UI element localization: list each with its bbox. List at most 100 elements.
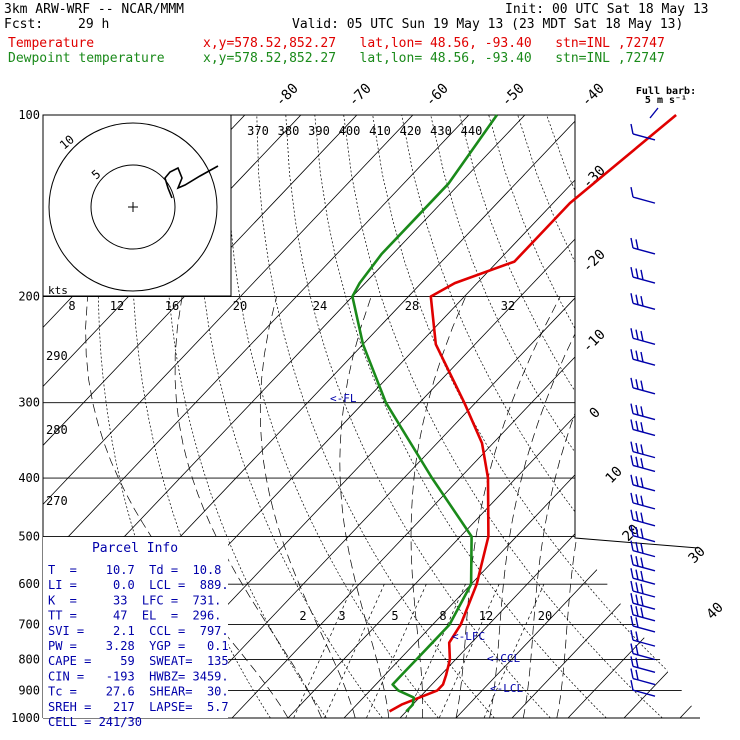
- dewpoint-legend: Dewpoint temperature: [8, 51, 165, 66]
- wind-barb-staff: [632, 590, 656, 598]
- wind-barb-staff: [632, 387, 656, 395]
- dry-adiabat: [227, 115, 439, 718]
- wind-barb: [630, 293, 656, 310]
- parcel-info-row: CIN = -193 HWBZ= 3459.: [48, 669, 229, 683]
- pressure-tick-label: 100: [18, 108, 40, 122]
- wind-barb-flag: [635, 644, 639, 656]
- wind-barb-flag: [640, 422, 644, 433]
- wind-barb-flag: [640, 570, 644, 582]
- wind-barb-flag: [635, 594, 639, 605]
- wind-barb-flag: [640, 528, 644, 539]
- wind-barb-staff: [632, 519, 656, 527]
- wind-barb-flag: [635, 669, 639, 681]
- isotherm-line: [511, 115, 700, 718]
- wind-barb: [630, 492, 656, 510]
- wind-barb-flag: [630, 237, 634, 249]
- moist-adiabat: [339, 296, 390, 718]
- mixing-ratio-label: 2: [299, 609, 306, 623]
- isotherm-line: [43, 115, 470, 718]
- wind-barb: [630, 604, 656, 622]
- barb-legend-value: 5 m s⁻¹: [645, 95, 687, 106]
- dry-adiabat: [691, 115, 700, 718]
- wind-barb-flag: [635, 420, 639, 432]
- wind-barb: [630, 328, 656, 345]
- dry-adiabat: [662, 115, 700, 718]
- wind-barb-staff: [632, 276, 656, 284]
- wind-barb-staff: [632, 428, 656, 437]
- wind-barb-flag: [640, 351, 644, 363]
- pressure-tick-label: 1000: [11, 711, 40, 725]
- theta-label: 440: [461, 124, 483, 138]
- speed-tick-label: 24: [313, 299, 327, 313]
- speed-tick-label: 32: [501, 299, 515, 313]
- wind-barb-staff: [632, 652, 656, 661]
- speed-tick-label: 20: [233, 299, 247, 313]
- parcel-info-row: T = 10.7 Td = 10.8: [48, 563, 221, 577]
- parcel-info-title: Parcel Info: [92, 541, 178, 556]
- wind-barb-flag: [630, 441, 634, 452]
- wind-barb-flag: [630, 643, 634, 654]
- parcel-info-row: SVI = 2.1 CCL = 797.: [48, 624, 229, 638]
- speed-tick-label: 16: [165, 299, 179, 313]
- isotherm-label: -70: [346, 81, 375, 110]
- parcel-info-row: PW = 3.28 YGP = 0.1: [48, 639, 229, 653]
- wind-barb: [630, 403, 656, 421]
- isotherm-line: [455, 115, 700, 718]
- wind-barb-staff: [632, 502, 656, 510]
- pressure-tick-label: 800: [18, 653, 40, 667]
- wind-barb: [630, 615, 656, 633]
- wind-barb-staff: [632, 358, 656, 366]
- wind-barb-flag: [635, 582, 639, 593]
- wind-barb-flag: [640, 512, 644, 523]
- speed-tick-label: 12: [110, 299, 124, 313]
- wind-barb-staff: [632, 549, 656, 558]
- isotherm-label: -30: [580, 163, 609, 192]
- pressure-tick-label: 400: [18, 471, 40, 485]
- isotherm-label: -40: [579, 81, 608, 110]
- wind-barb-flag: [640, 477, 644, 488]
- wind-barb: [630, 568, 656, 585]
- parcel-info-row: Tc = 27.6 SHEAR= 30.: [48, 685, 229, 699]
- mixing-ratio-label: 3: [338, 609, 345, 623]
- parcel-info-row: CAPE = 59 SWEAT= 135: [48, 654, 229, 668]
- barb-legend-staff: [649, 107, 659, 119]
- wind-barb-flag: [630, 474, 634, 485]
- dry-adiabat: [285, 115, 551, 718]
- dry-adiabat: [401, 115, 700, 718]
- theta-label: 400: [339, 124, 361, 138]
- parcel-info-row: K = 33 LFC = 731.: [48, 593, 221, 607]
- temperature-legend: Temperature: [8, 36, 95, 51]
- wind-barb-staff: [632, 665, 656, 674]
- mixing-ratio-line: [483, 584, 545, 718]
- wind-barb-flag: [630, 680, 634, 691]
- mixing-ratio-line: [438, 584, 500, 718]
- wind-barb-staff: [632, 450, 656, 459]
- forecast-hours: 29 h: [78, 17, 110, 32]
- pressure-tick-label: 900: [18, 683, 40, 697]
- wind-barb: [630, 656, 656, 674]
- hodograph-trace: [164, 165, 219, 199]
- mixing-ratio-line: [324, 584, 385, 718]
- wind-barb: [630, 349, 656, 366]
- wind-barb-staff: [632, 602, 656, 610]
- wind-barb-flag: [630, 554, 634, 565]
- wind-barb: [630, 509, 656, 527]
- isotherm-line: [679, 115, 700, 718]
- mixing-ratio-line: [293, 584, 354, 718]
- wind-barb-flag: [635, 631, 639, 642]
- wind-barb-flag: [630, 525, 634, 536]
- wind-barb: [630, 455, 656, 473]
- mixing-ratio-line: [405, 584, 466, 718]
- wind-barb-flag: [635, 442, 639, 454]
- wind-barb-flag: [630, 615, 634, 627]
- pressure-tick-label: 300: [18, 396, 40, 410]
- wind-barb-staff: [632, 639, 656, 647]
- dry-adiabat: [314, 115, 607, 718]
- wind-barb: [630, 123, 656, 141]
- dry-adiabat: [721, 115, 740, 718]
- isotherm-label: -50: [499, 81, 528, 110]
- parcel-info-box: [43, 537, 228, 718]
- wind-barb-flag: [635, 526, 639, 538]
- wind-barb-flag: [630, 540, 634, 551]
